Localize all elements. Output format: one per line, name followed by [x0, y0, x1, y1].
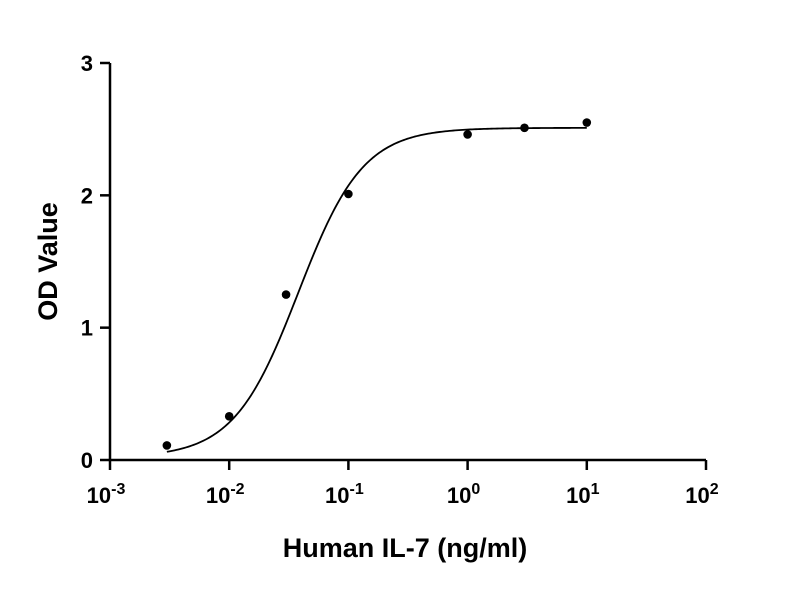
x-tick-label: 10-2: [206, 481, 245, 508]
x-tick-label: 100: [447, 481, 480, 508]
y-tick-label: 2: [81, 183, 93, 208]
data-point: [281, 290, 291, 299]
x-tick-label: 102: [685, 481, 718, 508]
x-tick-label: 10-1: [325, 481, 364, 508]
fit-curve: [166, 126, 587, 453]
data-point: [463, 130, 472, 139]
y-axis-ticks: 0 1 2 3: [81, 51, 110, 473]
x-tick-label: 10-3: [87, 481, 126, 508]
y-axis-title: OD Value: [33, 202, 63, 321]
x-tick-label: 101: [566, 481, 599, 508]
data-point: [344, 189, 353, 199]
x-axis-title: Human IL-7 (ng/ml): [283, 533, 528, 563]
data-point: [520, 123, 529, 133]
axes: [108, 63, 706, 462]
data-points: [162, 118, 592, 450]
data-point: [162, 441, 172, 450]
x-axis-ticks: 10-3 10-2 10-1 100 101 102: [87, 460, 719, 508]
data-point: [582, 118, 592, 127]
y-tick-label: 3: [81, 51, 93, 76]
y-tick-label: 1: [81, 316, 93, 341]
y-tick-label: 0: [81, 448, 93, 473]
data-point: [224, 412, 234, 421]
